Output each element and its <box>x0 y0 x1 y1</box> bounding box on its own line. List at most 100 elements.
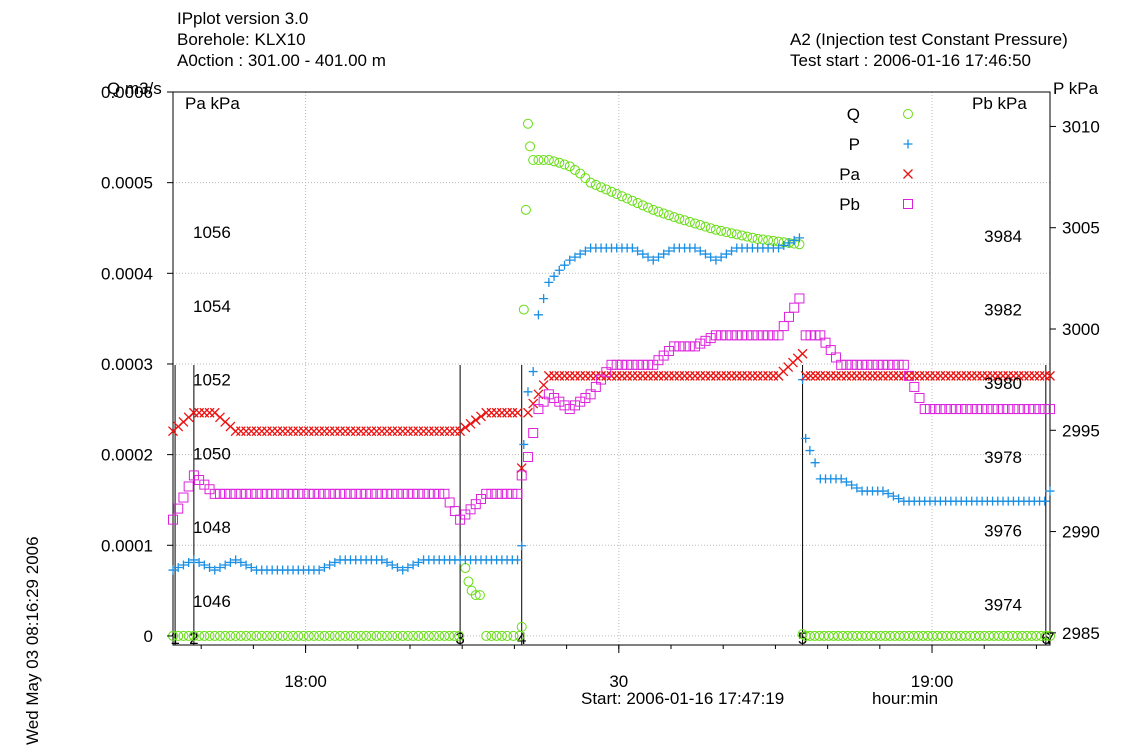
point-pb <box>590 381 601 392</box>
point-pb <box>601 367 612 378</box>
point-pb <box>502 488 513 499</box>
point-pb <box>434 488 445 499</box>
point-pb <box>559 400 570 411</box>
point-pa <box>883 370 894 381</box>
point-p <box>173 563 183 573</box>
point-q <box>731 229 742 240</box>
point-p <box>721 249 731 259</box>
point-pb <box>951 404 962 415</box>
point-pa <box>797 348 808 359</box>
point-q <box>520 204 531 215</box>
point-pb <box>569 400 580 411</box>
point-pb <box>956 404 967 415</box>
point-pb <box>930 404 941 415</box>
point-p <box>220 560 230 570</box>
point-pb <box>966 404 977 415</box>
point-pb <box>178 492 189 503</box>
point-p <box>706 252 716 262</box>
header-left-line3: A0ction : 301.00 - 401.00 m <box>177 51 386 70</box>
point-pb <box>643 359 654 370</box>
point-pa <box>392 426 403 437</box>
point-pb <box>507 488 518 499</box>
point-pa <box>194 407 205 418</box>
point-pb <box>606 359 617 370</box>
point-pb <box>340 488 351 499</box>
point-pb <box>862 359 873 370</box>
point-p <box>319 563 329 573</box>
q-axis-label: Q m3/s <box>107 79 162 98</box>
point-pa <box>590 370 601 381</box>
series-pb <box>168 293 1055 525</box>
point-pa <box>282 426 293 437</box>
point-pb <box>251 488 262 499</box>
point-q <box>423 630 434 641</box>
point-q <box>474 590 485 601</box>
point-q <box>653 206 664 217</box>
point-q <box>797 629 808 640</box>
pa-tick-label: 1046 <box>193 592 231 611</box>
point-pa <box>371 426 382 437</box>
point-p <box>565 255 575 265</box>
point-pb <box>857 359 868 370</box>
point-q <box>371 630 382 641</box>
point-pa <box>951 370 961 381</box>
point-pa <box>637 370 648 381</box>
point-p <box>716 252 726 262</box>
point-q <box>663 210 674 221</box>
point-pb <box>674 341 685 352</box>
p-tick-label: 3005 <box>1062 219 1100 238</box>
header-right-line2: Test start : 2006-01-16 17:46:50 <box>790 51 1031 70</box>
p-axis-label: P kPa <box>1053 79 1099 98</box>
point-pa <box>512 407 523 418</box>
date-stamp: Wed May 03 08:16:29 2006 <box>23 536 42 745</box>
pb-tick-label: 3980 <box>984 374 1022 393</box>
point-p <box>519 439 529 449</box>
point-pa <box>596 370 607 381</box>
point-q <box>272 630 283 641</box>
point-pb <box>272 488 283 499</box>
point-pa <box>966 370 977 381</box>
point-pb <box>486 488 497 499</box>
point-pb <box>267 488 278 499</box>
point-p <box>382 557 392 567</box>
point-p <box>377 555 387 565</box>
point-pb <box>820 337 831 348</box>
point-q <box>214 630 225 641</box>
point-p <box>659 249 669 259</box>
point-pa <box>956 370 967 381</box>
point-p <box>539 294 549 304</box>
point-pa <box>757 370 768 381</box>
point-pb <box>512 488 523 499</box>
point-pb <box>173 503 184 514</box>
plot-frame <box>172 91 1051 646</box>
point-pa <box>449 426 460 437</box>
p-tick-label: 2990 <box>1062 523 1100 542</box>
point-pa <box>622 370 633 381</box>
point-pb <box>554 396 565 407</box>
point-q <box>288 630 299 641</box>
point-q <box>454 630 465 641</box>
point-pa <box>841 370 852 381</box>
point-q <box>335 630 346 641</box>
point-p <box>695 246 705 256</box>
point-pb <box>465 504 476 515</box>
point-pa <box>293 426 304 437</box>
point-pb <box>382 488 393 499</box>
point-p <box>403 563 413 573</box>
point-pa <box>523 407 533 418</box>
point-pb <box>1003 404 1014 415</box>
point-q <box>538 154 549 165</box>
point-p <box>580 246 590 256</box>
point-q <box>601 184 612 195</box>
point-q <box>319 630 330 641</box>
series-q <box>168 118 1055 641</box>
point-q <box>737 230 748 241</box>
point-q <box>648 204 659 215</box>
point-q <box>752 233 763 244</box>
point-pa <box>961 370 972 381</box>
point-q <box>616 191 627 202</box>
point-p <box>727 246 737 256</box>
point-pa <box>476 411 486 422</box>
point-pb <box>731 330 742 341</box>
point-pa <box>366 426 377 437</box>
